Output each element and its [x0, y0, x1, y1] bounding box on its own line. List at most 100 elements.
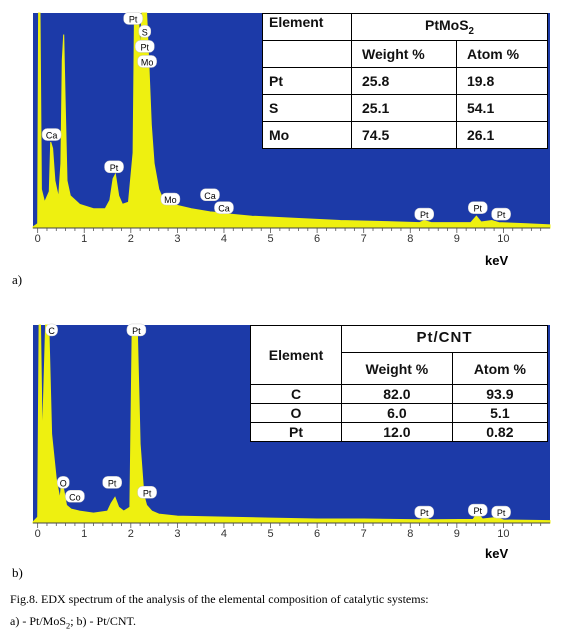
- svg-text:Pt: Pt: [420, 508, 429, 518]
- x-tick-label: 7: [361, 233, 367, 245]
- peak-label: Pt: [123, 12, 143, 25]
- peak-label: Pt: [414, 207, 434, 221]
- svg-text:Pt: Pt: [497, 210, 506, 220]
- x-tick-label: 10: [497, 528, 509, 540]
- svg-text:Pt: Pt: [141, 42, 150, 52]
- table-b-atom: 0.82: [451, 422, 549, 442]
- svg-text:Pt: Pt: [108, 478, 117, 488]
- table-a-sample: PtMoS2: [351, 13, 548, 41]
- x-tick-label: 3: [174, 528, 180, 540]
- x-tick-label: 4: [221, 528, 227, 540]
- table-b-element: C: [250, 384, 342, 404]
- x-tick-label: 0: [35, 233, 41, 245]
- x-tick-label: 2: [128, 528, 134, 540]
- svg-text:Mo: Mo: [141, 57, 154, 67]
- x-tick-label: 3: [174, 233, 180, 245]
- table-a-weight: 25.1: [351, 94, 457, 122]
- peak-label: C: [45, 323, 58, 337]
- x-tick-label: 5: [267, 233, 273, 245]
- table-a-element: Mo: [262, 121, 352, 149]
- table-b-weight-header: Weight %: [341, 352, 453, 385]
- table-a-atom: 19.8: [455, 67, 549, 95]
- peak-label: Co: [65, 490, 85, 503]
- x-tick-label: 6: [314, 233, 320, 245]
- table-a-corner: Element: [262, 13, 352, 41]
- x-tick-label: 6: [314, 528, 320, 540]
- svg-text:Mo: Mo: [164, 195, 177, 205]
- table-a-atom: 26.1: [455, 121, 549, 149]
- table-b-element: O: [250, 403, 342, 423]
- x-tick-label: 8: [407, 528, 413, 540]
- peak-label: Mo: [160, 192, 181, 206]
- svg-text:Pt: Pt: [474, 204, 483, 214]
- table-a-weight: 74.5: [351, 121, 457, 149]
- svg-text:Pt: Pt: [110, 163, 119, 173]
- table-a-element: S: [262, 94, 352, 122]
- svg-text:Pt: Pt: [132, 326, 141, 336]
- svg-text:Pt: Pt: [420, 210, 429, 220]
- peak-label: Pt: [414, 505, 434, 519]
- svg-text:Ca: Ca: [46, 131, 58, 141]
- x-tick-label: 1: [81, 233, 87, 245]
- figure-caption-line-1: Fig.8. EDX spectrum of the analysis of t…: [10, 592, 429, 606]
- svg-text:Ca: Ca: [218, 204, 230, 214]
- svg-text:Pt: Pt: [474, 506, 483, 516]
- x-tick-label: 1: [81, 528, 87, 540]
- x-axis-strip: [33, 523, 550, 537]
- table-b-weight: 6.0: [341, 403, 453, 423]
- peak-label: Pt: [468, 503, 488, 517]
- x-axis-label-a: keV: [485, 253, 509, 268]
- table-a-weight: 25.8: [351, 67, 457, 95]
- peak-label: Pt: [135, 40, 155, 53]
- panel-letter-a: a): [12, 272, 23, 287]
- table-a-element: Pt: [262, 67, 352, 95]
- peak-label: O: [57, 476, 70, 489]
- x-tick-label: 9: [454, 233, 460, 245]
- table-b-weight: 12.0: [341, 422, 453, 442]
- svg-text:Co: Co: [69, 492, 81, 502]
- peak-label: Pt: [104, 160, 124, 174]
- table-b-atom-header: Atom %: [451, 352, 549, 385]
- peak-label: Pt: [468, 201, 488, 214]
- peak-label: Mo: [137, 55, 157, 68]
- svg-text:Pt: Pt: [129, 14, 138, 24]
- table-a-weight-header: Weight %: [351, 40, 457, 68]
- table-b-weight: 82.0: [341, 384, 453, 404]
- table-a-atom: 54.1: [455, 94, 549, 122]
- x-axis-strip: [33, 228, 550, 242]
- x-tick-label: 4: [221, 233, 227, 245]
- peak-label: Pt: [491, 505, 511, 519]
- x-tick-label: 7: [361, 528, 367, 540]
- table-b-element: Pt: [250, 422, 342, 442]
- x-tick-label: 5: [267, 528, 273, 540]
- table-b-corner: Element: [250, 325, 342, 385]
- peak-label: Pt: [126, 323, 147, 337]
- table-b-sample: Pt/CNT: [341, 325, 548, 353]
- figure-caption-line-2: a) - Pt/MoS2; b) - Pt/CNT.: [10, 614, 136, 631]
- svg-text:S: S: [142, 27, 148, 37]
- peak-label: S: [138, 25, 152, 38]
- x-tick-label: 8: [407, 233, 413, 245]
- peak-label: Pt: [491, 207, 511, 221]
- composition-table-b: Element Pt/CNT Weight % Atom % C 82.0 93…: [250, 325, 549, 442]
- x-tick-label: 10: [497, 233, 509, 245]
- peak-label: Pt: [137, 486, 157, 499]
- composition-table-a: Element PtMoS2 Weight % Atom % Pt 25.8 1…: [262, 13, 549, 149]
- peak-label: Ca: [214, 201, 234, 214]
- svg-text:Pt: Pt: [143, 488, 152, 498]
- x-tick-label: 9: [454, 528, 460, 540]
- x-tick-label: 0: [35, 528, 41, 540]
- svg-text:O: O: [60, 478, 67, 488]
- peak-label: Ca: [200, 188, 220, 201]
- panel-a: 0 1 2 3 4 5 6 7 8 9 10 Pt S Pt Mo Ca Pt Mo Ca Ca Pt Pt Pt keV …: [0, 0, 567, 300]
- panel-b: 0 1 2 3 4 5 6 7 8 9 10 C Pt O Co Pt Pt Pt Pt Pt keV Element…: [0, 320, 567, 580]
- table-a-atom-header: Atom %: [455, 40, 549, 68]
- peak-label: Pt: [102, 476, 122, 489]
- table-b-atom: 5.1: [451, 403, 549, 423]
- svg-text:Ca: Ca: [204, 191, 216, 201]
- svg-text:C: C: [48, 326, 55, 336]
- table-b-atom: 93.9: [451, 384, 549, 404]
- panel-letter-b: b): [12, 565, 23, 580]
- svg-text:Pt: Pt: [497, 508, 506, 518]
- x-tick-label: 2: [128, 233, 134, 245]
